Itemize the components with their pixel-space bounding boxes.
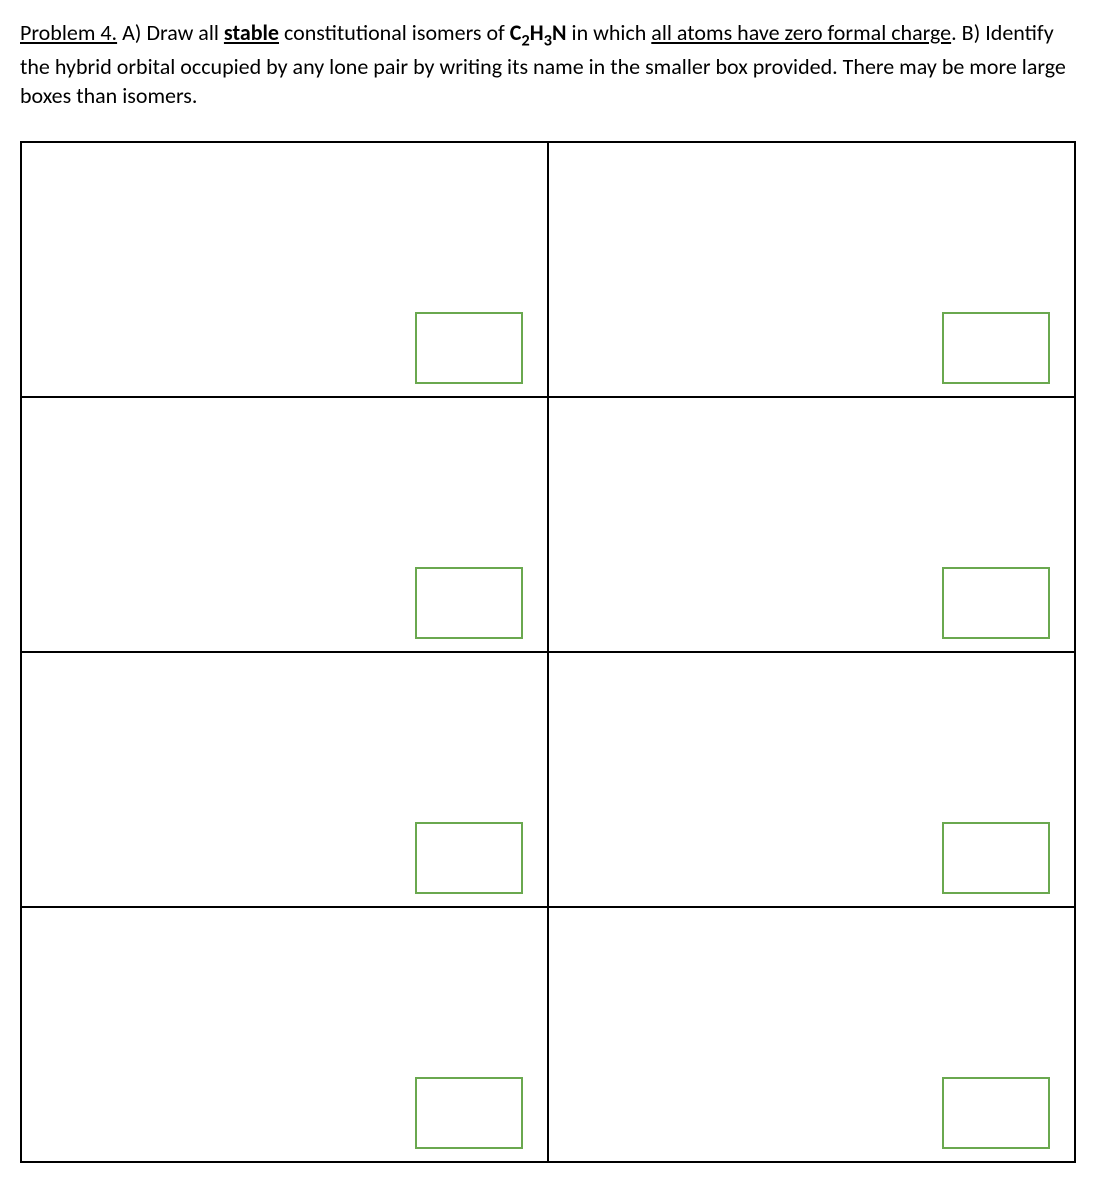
- isomer-cell: [21, 142, 548, 397]
- hybrid-orbital-box[interactable]: [942, 1077, 1050, 1149]
- hybrid-orbital-box[interactable]: [942, 312, 1050, 384]
- isomer-cell: [21, 907, 548, 1162]
- formula-n: N: [552, 19, 567, 46]
- isomer-grid: [20, 141, 1076, 1163]
- charge-phrase: all atoms have zero formal charge: [651, 19, 951, 46]
- formula-sub3: 3: [544, 30, 552, 50]
- hybrid-orbital-box[interactable]: [415, 567, 523, 639]
- hybrid-orbital-box[interactable]: [415, 822, 523, 894]
- isomer-cell: [21, 652, 548, 907]
- part-a-mid: constitutional isomers of: [284, 19, 505, 46]
- formula-sub2: 2: [521, 30, 529, 50]
- stable-word: stable: [224, 19, 279, 46]
- part-a-end: in which: [572, 19, 647, 46]
- isomer-cell: [548, 907, 1075, 1162]
- hybrid-orbital-box[interactable]: [415, 312, 523, 384]
- isomer-cell: [548, 652, 1075, 907]
- formula-h: H: [530, 19, 544, 46]
- hybrid-orbital-box[interactable]: [415, 1077, 523, 1149]
- problem-text: Problem 4. A) Draw all stable constituti…: [20, 18, 1076, 111]
- isomer-cell: [548, 142, 1075, 397]
- problem-label: Problem 4.: [20, 19, 117, 46]
- isomer-cell: [21, 397, 548, 652]
- isomer-cell: [548, 397, 1075, 652]
- part-a-intro: A) Draw all: [122, 19, 219, 46]
- formula: C2H3N: [510, 19, 567, 46]
- hybrid-orbital-box[interactable]: [942, 567, 1050, 639]
- hybrid-orbital-box[interactable]: [942, 822, 1050, 894]
- formula-c: C: [510, 19, 522, 46]
